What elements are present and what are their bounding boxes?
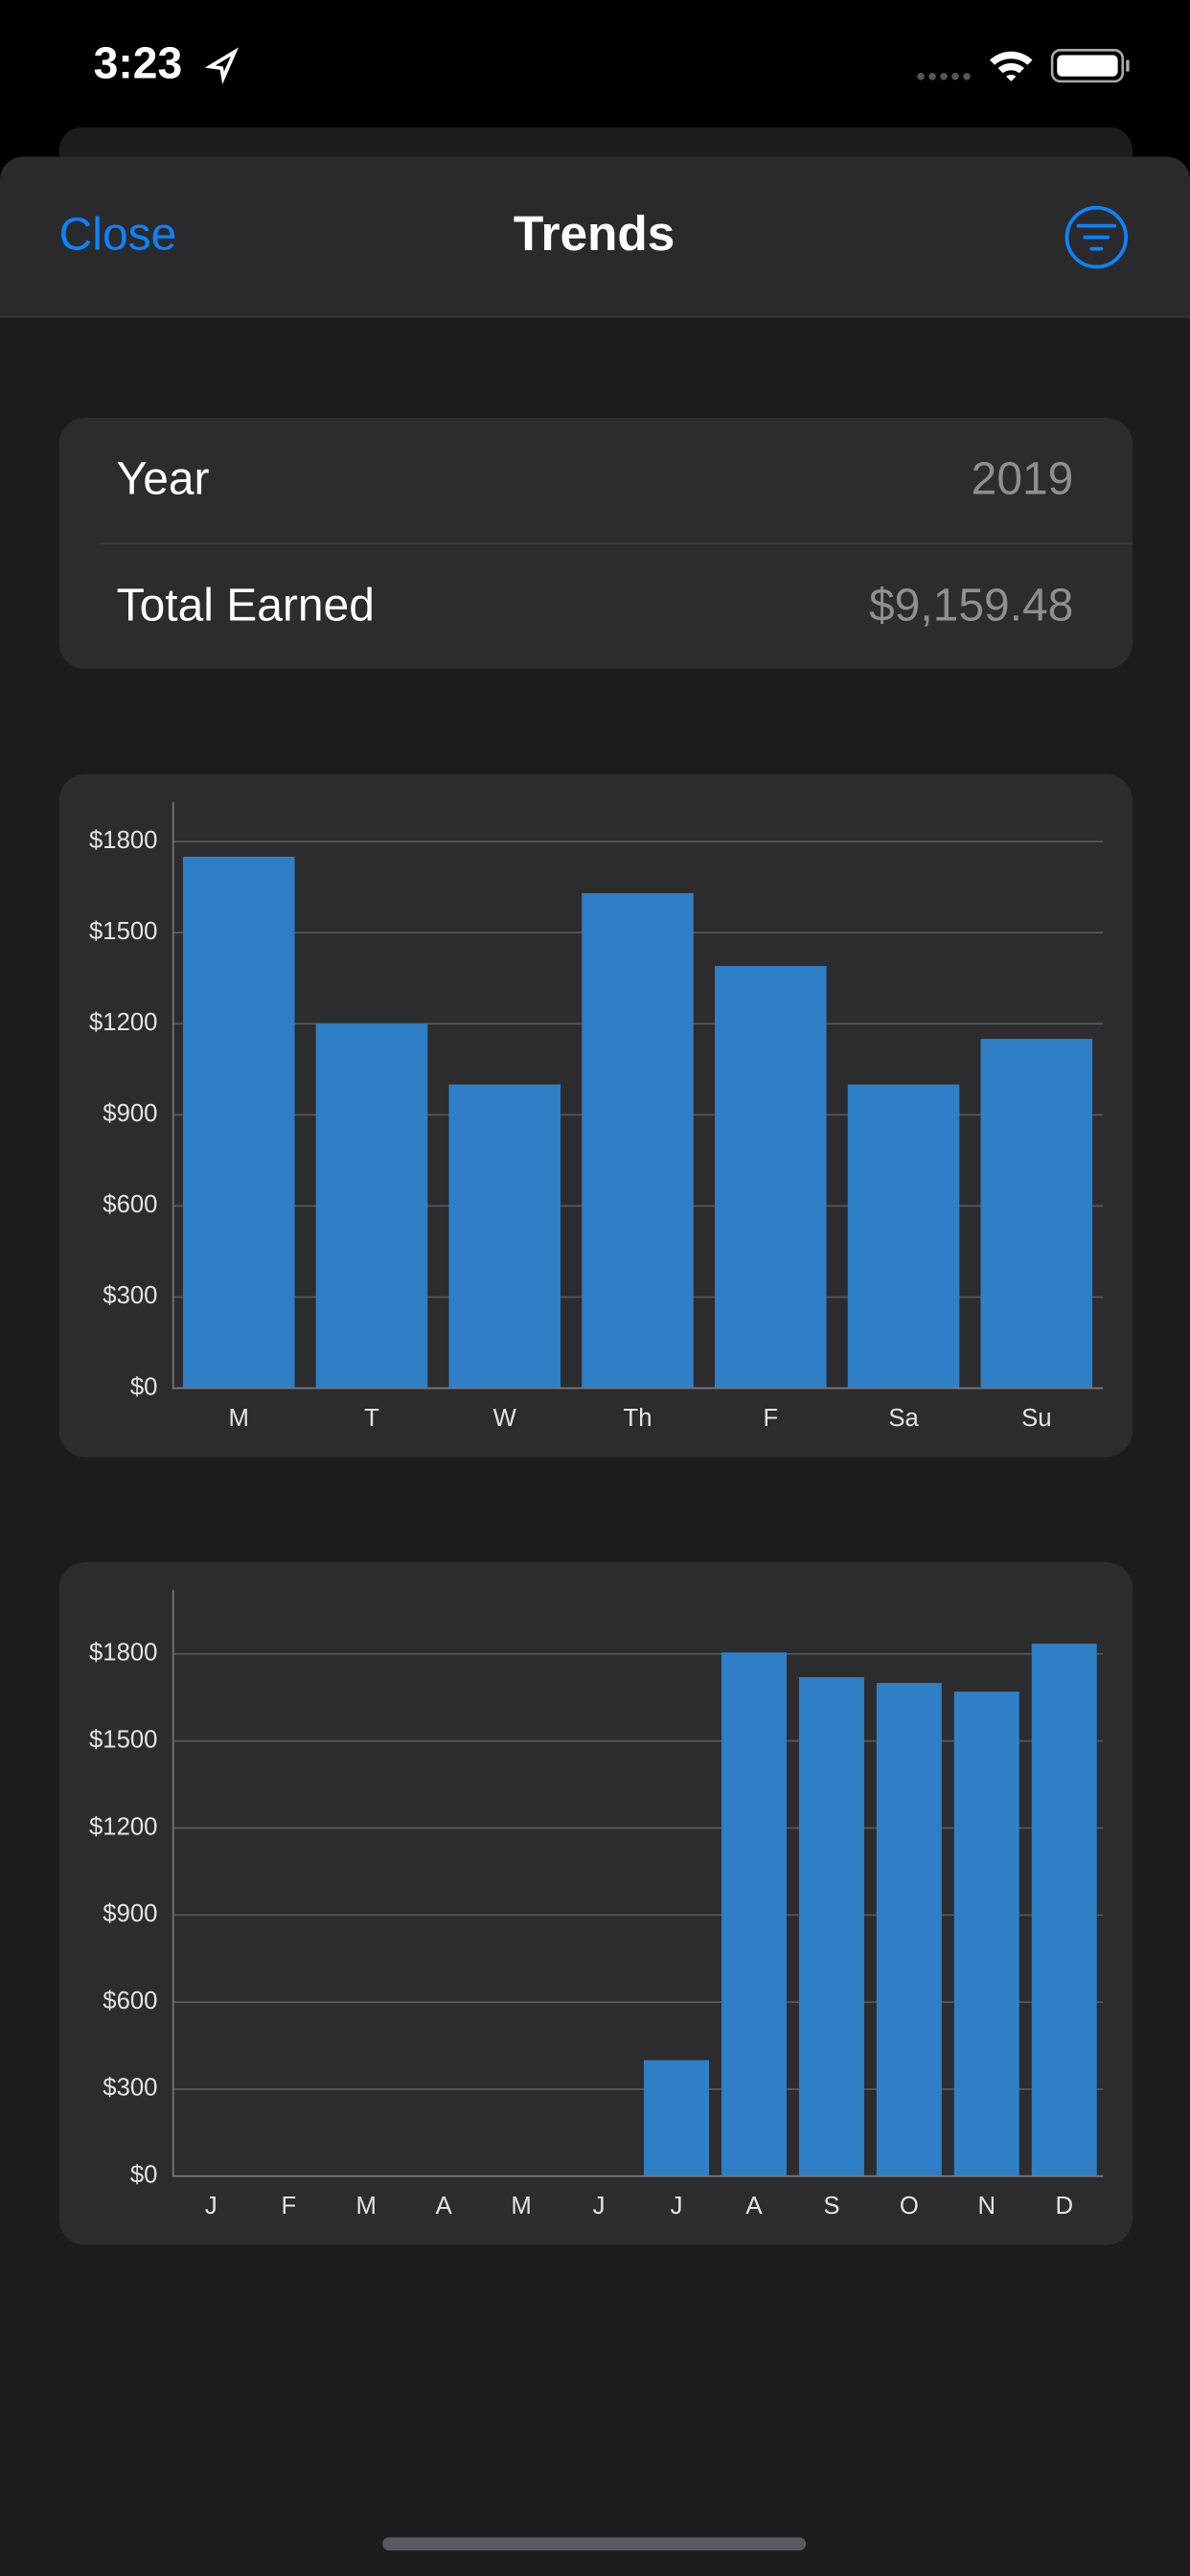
- bar: [448, 1084, 561, 1389]
- y-tick-label: $300: [103, 2075, 157, 2102]
- y-tick-label: $600: [103, 1191, 157, 1218]
- y-tick-label: $1800: [89, 1640, 157, 1667]
- x-tick-label: Su: [1021, 1405, 1051, 1432]
- battery-level: [1057, 55, 1118, 77]
- y-tick-label: $600: [103, 1988, 157, 2014]
- row-value: 2019: [972, 454, 1074, 505]
- y-tick-label: $0: [130, 1373, 158, 1400]
- nav-bar: [0, 156, 1190, 316]
- x-tick-label: Th: [624, 1405, 652, 1432]
- y-tick-label: $1200: [89, 1009, 157, 1036]
- x-tick-label: A: [745, 2193, 763, 2220]
- home-indicator: [382, 2537, 807, 2551]
- y-tick-label: $1500: [89, 1726, 157, 1753]
- row-label: Year: [117, 454, 210, 505]
- close-button[interactable]: Close: [59, 209, 177, 260]
- x-tick-label: N: [978, 2193, 996, 2220]
- y-tick-label: $900: [103, 1100, 157, 1127]
- y-tick-label: $1200: [89, 1813, 157, 1840]
- x-tick-label: W: [493, 1405, 517, 1432]
- signal-icon: [917, 72, 971, 80]
- x-tick-label: M: [356, 2193, 377, 2220]
- x-tick-label: M: [511, 2193, 531, 2220]
- bar: [953, 1691, 1019, 2176]
- nav-title: Trends: [514, 205, 675, 261]
- bar: [798, 1677, 864, 2176]
- bar: [721, 1652, 787, 2176]
- location-icon: [204, 47, 240, 85]
- x-tick-label: M: [229, 1405, 249, 1432]
- row-label: Total Earned: [117, 580, 375, 631]
- bar: [876, 1683, 942, 2176]
- x-tick-label: O: [900, 2193, 919, 2220]
- y-tick-label: $0: [130, 2162, 158, 2189]
- x-tick-label: J: [671, 2193, 683, 2220]
- bar: [980, 1039, 1093, 1389]
- x-tick-label: J: [593, 2193, 606, 2220]
- chart-card: [58, 1562, 1133, 2245]
- y-tick-label: $300: [103, 1282, 157, 1309]
- bar: [715, 966, 827, 1389]
- x-tick-label: T: [364, 1405, 379, 1432]
- y-tick-label: $1800: [89, 827, 157, 854]
- bar: [644, 2059, 710, 2176]
- x-tick-label: J: [205, 2193, 217, 2220]
- status-time: 3:23: [94, 38, 183, 88]
- bar: [1031, 1644, 1097, 2176]
- x-tick-label: F: [763, 1405, 778, 1432]
- y-tick-label: $900: [103, 1900, 157, 1927]
- bar: [315, 1024, 428, 1389]
- row-value: $9,159.48: [869, 580, 1073, 631]
- battery-tip: [1126, 59, 1130, 72]
- x-tick-label: A: [436, 2193, 453, 2220]
- x-tick-label: S: [823, 2193, 839, 2220]
- bar: [847, 1084, 960, 1389]
- wifi-icon: [990, 51, 1033, 81]
- bar: [182, 856, 295, 1389]
- x-tick-label: D: [1055, 2193, 1073, 2220]
- filter-button[interactable]: [1064, 205, 1129, 269]
- bar: [582, 892, 694, 1389]
- y-tick-label: $1500: [89, 918, 157, 945]
- x-tick-label: F: [281, 2193, 296, 2220]
- battery-frame: [1050, 49, 1125, 83]
- x-tick-label: Sa: [888, 1405, 919, 1432]
